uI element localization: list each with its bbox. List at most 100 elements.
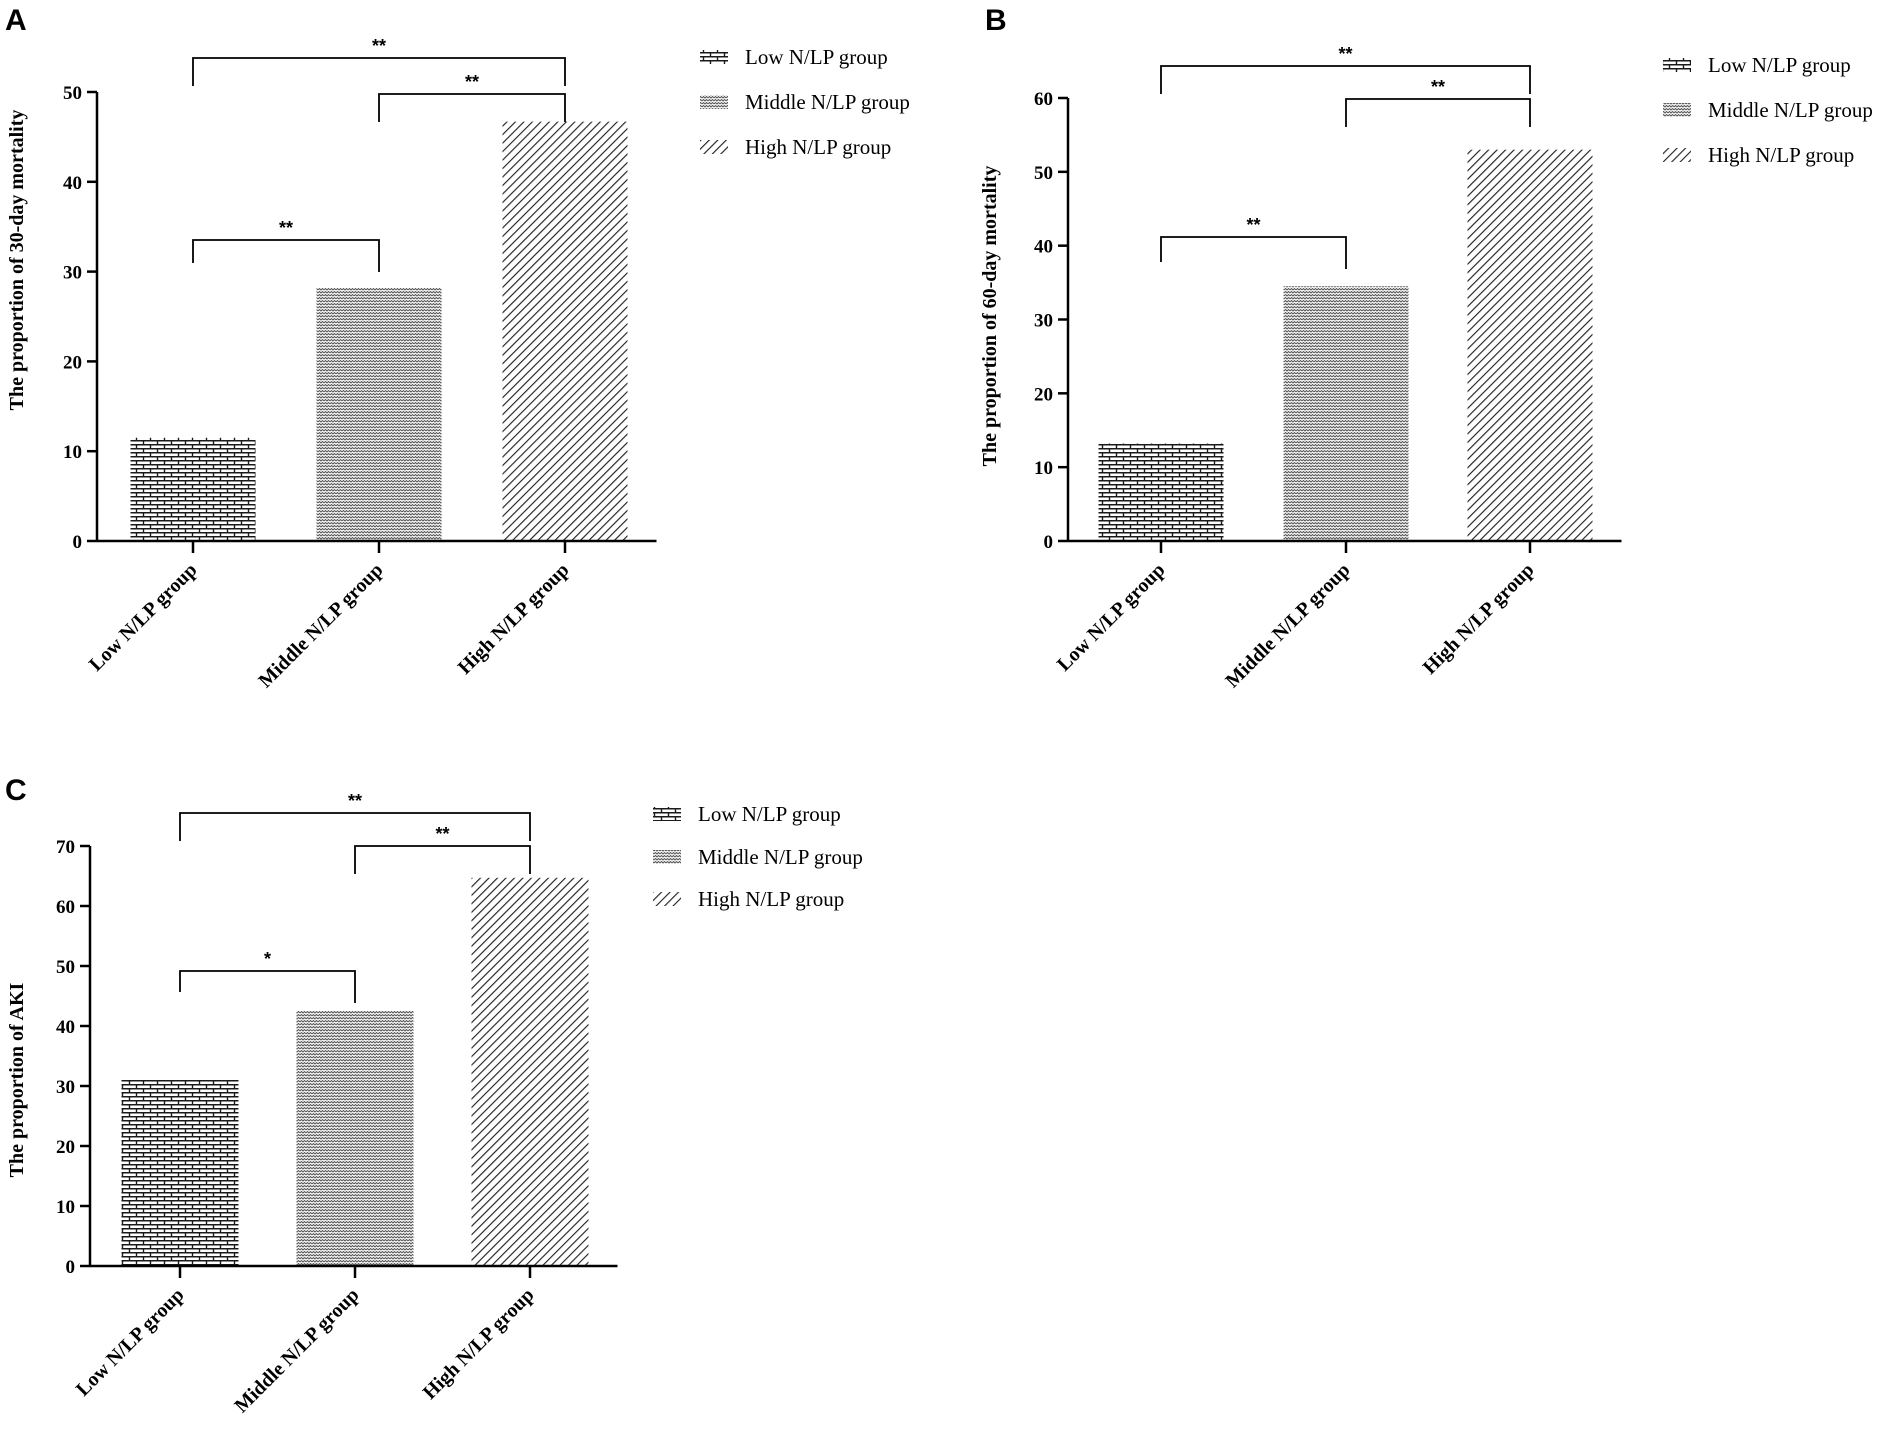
legend-label-low: Low N/LP group (698, 802, 841, 826)
y-tick-label: 40 (1034, 237, 1053, 258)
significance-bracket (1160, 236, 1347, 269)
panel-b-legend: Low N/LP group Middle N/LP group High N/… (1663, 53, 1873, 167)
y-tick-label: 0 (73, 532, 83, 553)
panel-a: A The proportion of 30-day mortality 0 10… (5, 4, 910, 692)
significance-bracket (378, 93, 566, 122)
legend-swatch-low (653, 807, 681, 821)
legend-label-middle: Middle N/LP group (698, 845, 863, 869)
panel-b-plot: 0 10 20 30 40 50 60 Low N/LP group Middle N/LP g… (1034, 44, 1622, 692)
bar-low (1098, 443, 1224, 541)
legend-item-middle: Middle N/LP group (700, 90, 910, 114)
legend-swatch-middle (1663, 103, 1691, 117)
significance-label: ** (1338, 44, 1352, 64)
legend-item-middle: Middle N/LP group (653, 845, 863, 869)
y-tick-label: 30 (56, 1077, 75, 1098)
y-tick-label: 50 (56, 957, 75, 978)
panel-a-plot: 0 10 20 30 40 50 Low N/LP group Middle N/LP gro… (63, 36, 657, 692)
bar-high (471, 877, 589, 1266)
x-tick-label-middle: Middle N/LP group (1221, 559, 1354, 692)
panel-a-legend: Low N/LP group Middle N/LP group High N/… (700, 45, 910, 159)
x-tick-label-middle: Middle N/LP group (230, 1284, 363, 1417)
bar-middle (296, 1011, 414, 1266)
y-tick-label: 0 (66, 1257, 76, 1278)
x-tick-label-high: High N/LP group (454, 559, 574, 679)
legend-label-high: High N/LP group (698, 887, 844, 911)
significance-label: * (264, 949, 271, 969)
legend-swatch-middle (653, 850, 681, 864)
y-tick-label: 20 (56, 1137, 75, 1158)
significance-bracket (354, 845, 531, 874)
significance-label: ** (279, 218, 293, 238)
x-tick-label-high: High N/LP group (419, 1284, 539, 1404)
y-tick-label: 20 (63, 352, 82, 373)
legend-swatch-high (1663, 148, 1691, 162)
x-tick-label-low: Low N/LP group (72, 1284, 189, 1401)
panel-c-plot: 0 10 20 30 40 50 60 70 Low N/LP group Middle N/LP… (56, 791, 618, 1417)
y-tick-label: 40 (63, 173, 82, 194)
x-tick-label-low: Low N/LP group (1053, 559, 1170, 676)
significance-bracket (192, 57, 566, 86)
legend-item-low: Low N/LP group (700, 45, 888, 69)
y-tick-label: 40 (56, 1017, 75, 1038)
significance-bracket (1160, 65, 1531, 94)
legend-label-middle: Middle N/LP group (1708, 98, 1873, 122)
legend-item-low: Low N/LP group (653, 802, 841, 826)
significance-bracket (192, 239, 380, 272)
x-tick-label-high: High N/LP group (1419, 559, 1539, 679)
panel-a-y-axis-title: The proportion of 30-day mortality (6, 110, 28, 411)
y-tick-label: 60 (1034, 89, 1053, 110)
bar-high (1467, 149, 1593, 541)
y-tick-label: 60 (56, 897, 75, 918)
legend-label-high: High N/LP group (745, 135, 891, 159)
significance-label: ** (1246, 215, 1260, 235)
legend-swatch-high (700, 140, 728, 154)
y-tick-label: 0 (1044, 532, 1054, 553)
legend-item-high: High N/LP group (1663, 143, 1854, 167)
y-tick-label: 50 (1034, 163, 1053, 184)
panel-letter-a: A (5, 4, 27, 37)
bar-high (502, 121, 628, 541)
bar-low (121, 1080, 239, 1266)
significance-bracket (179, 970, 356, 1003)
significance-label: ** (348, 791, 362, 811)
legend-label-low: Low N/LP group (1708, 53, 1851, 77)
y-tick-label: 10 (63, 442, 82, 463)
bar-middle (1283, 286, 1409, 541)
panel-b-y-axis-title: The proportion of 60-day mortality (979, 166, 1001, 467)
panel-c-legend: Low N/LP group Middle N/LP group High N/… (653, 802, 863, 911)
legend-item-high: High N/LP group (653, 887, 844, 911)
panel-b: B The proportion of 60-day mortality 0 10… (979, 4, 1873, 692)
legend-swatch-low (700, 50, 728, 64)
significance-bracket (179, 812, 531, 841)
y-tick-label: 10 (56, 1197, 75, 1218)
legend-swatch-low (1663, 58, 1691, 72)
legend-item-high: High N/LP group (700, 135, 891, 159)
bar-low (130, 437, 256, 541)
bar-middle (316, 287, 442, 541)
y-tick-label: 30 (63, 263, 82, 284)
legend-item-middle: Middle N/LP group (1663, 98, 1873, 122)
significance-label: ** (435, 824, 449, 844)
x-tick-label-low: Low N/LP group (85, 559, 202, 676)
legend-label-high: High N/LP group (1708, 143, 1854, 167)
panel-letter-b: B (985, 4, 1007, 37)
legend-item-low: Low N/LP group (1663, 53, 1851, 77)
y-tick-label: 20 (1034, 384, 1053, 405)
significance-label: ** (465, 72, 479, 92)
y-tick-label: 50 (63, 83, 82, 104)
panel-letter-c: C (5, 774, 27, 807)
significance-bracket (1345, 98, 1531, 127)
x-tick-label-middle: Middle N/LP group (254, 559, 387, 692)
panel-c: C The proportion of AKI 0 10 20 30 40 50 60 70 L… (5, 774, 863, 1417)
y-tick-label: 30 (1034, 311, 1053, 332)
panel-c-y-axis-title: The proportion of AKI (6, 982, 28, 1177)
legend-swatch-middle (700, 95, 728, 109)
significance-label: ** (1431, 77, 1445, 97)
significance-label: ** (372, 36, 386, 56)
legend-label-middle: Middle N/LP group (745, 90, 910, 114)
legend-label-low: Low N/LP group (745, 45, 888, 69)
legend-swatch-high (653, 892, 681, 906)
y-tick-label: 10 (1034, 458, 1053, 479)
y-tick-label: 70 (56, 837, 75, 858)
